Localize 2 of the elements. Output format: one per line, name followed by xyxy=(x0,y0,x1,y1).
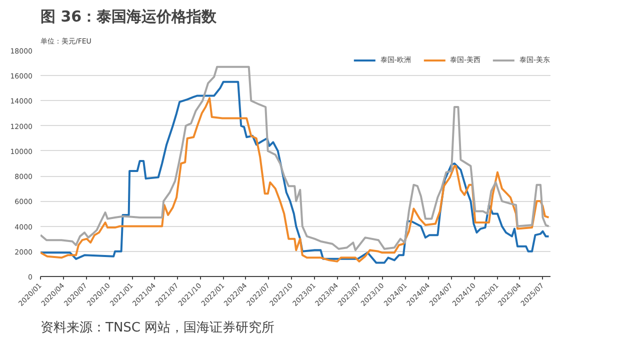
text: 资料来源：TNSC 网站，国海证券研究所 xyxy=(40,320,275,336)
chart-title: 图 36：泰国海运价格指数 xyxy=(40,8,218,26)
